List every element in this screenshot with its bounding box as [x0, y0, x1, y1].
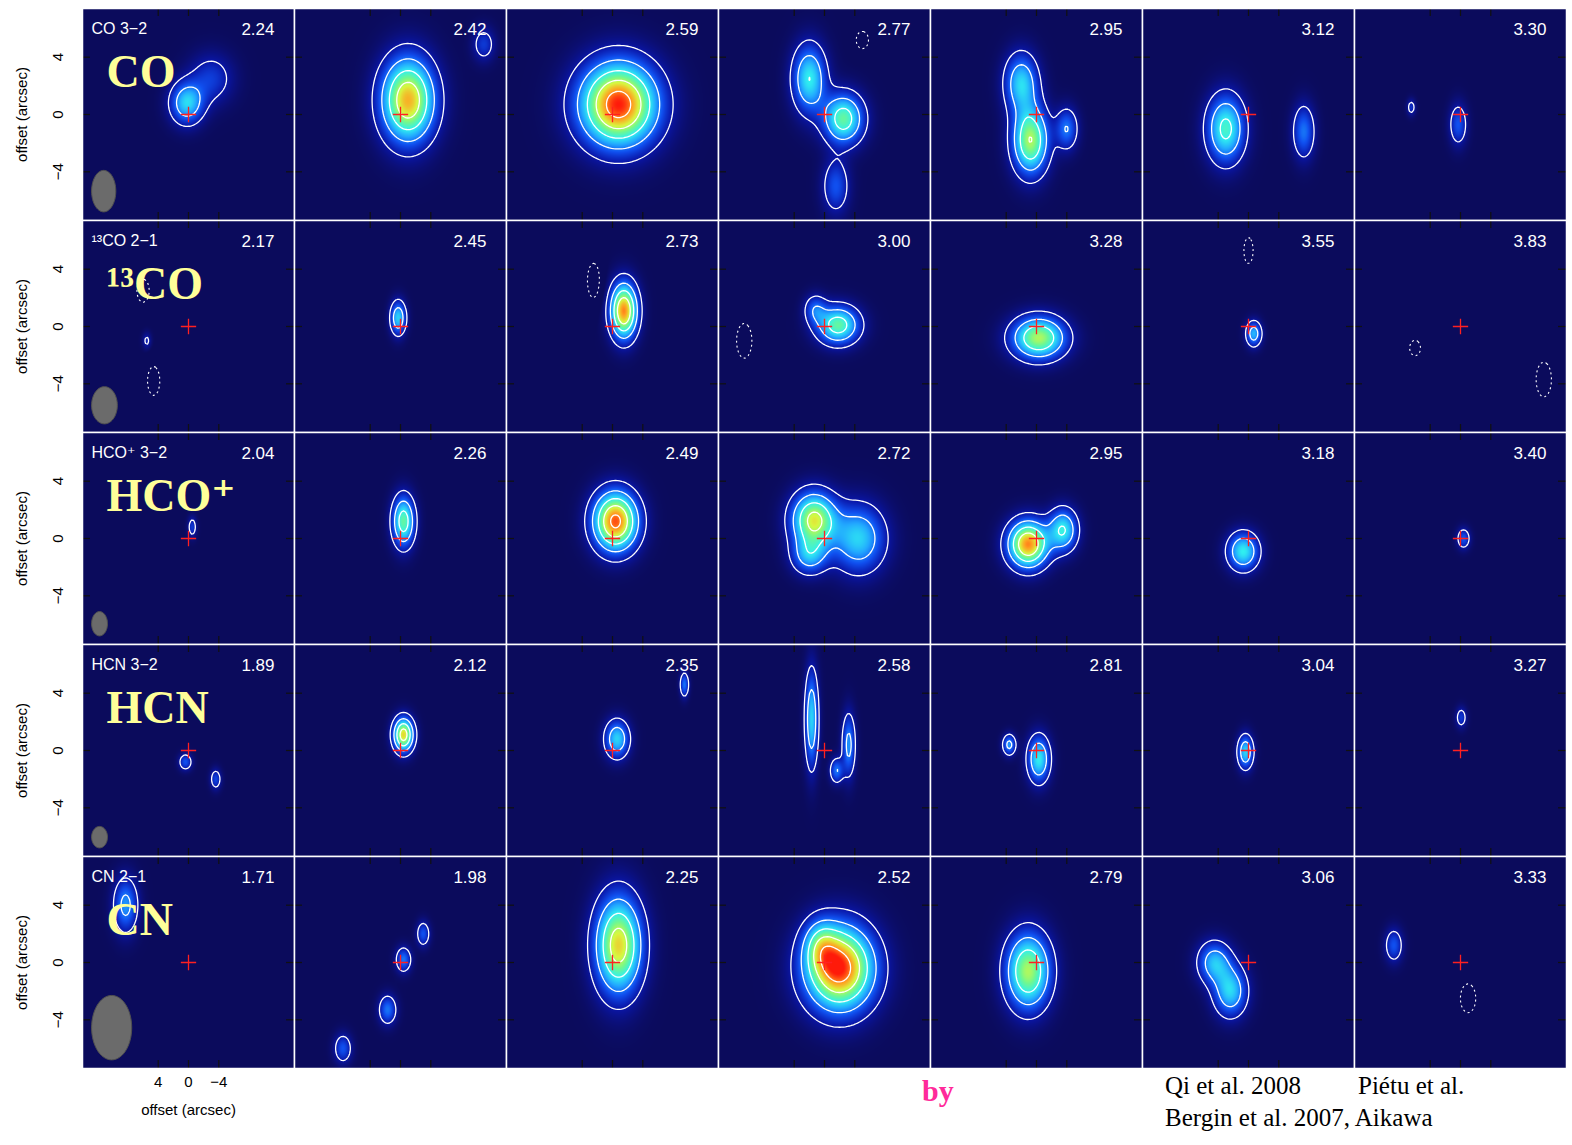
svg-text:2.35: 2.35	[665, 656, 698, 675]
svg-text:3.40: 3.40	[1513, 444, 1546, 463]
svg-text:2.49: 2.49	[665, 444, 698, 463]
svg-text:offset (arcsec): offset (arcsec)	[141, 1101, 236, 1118]
svg-text:3.30: 3.30	[1513, 20, 1546, 39]
svg-text:−4: −4	[49, 587, 66, 604]
svg-text:2.12: 2.12	[453, 656, 486, 675]
svg-text:2.59: 2.59	[665, 20, 698, 39]
svg-text:0: 0	[49, 958, 66, 966]
svg-text:4: 4	[49, 901, 66, 909]
svg-text:3.00: 3.00	[877, 232, 910, 251]
svg-text:¹³CO: ¹³CO	[107, 258, 204, 309]
svg-text:2.25: 2.25	[665, 868, 698, 887]
svg-text:3.55: 3.55	[1301, 232, 1334, 251]
svg-text:4: 4	[49, 477, 66, 485]
svg-text:3.18: 3.18	[1301, 444, 1334, 463]
svg-text:offset (arcsec): offset (arcsec)	[13, 279, 30, 374]
svg-text:CO: CO	[107, 46, 176, 97]
svg-text:2.17: 2.17	[241, 232, 274, 251]
svg-text:4: 4	[49, 689, 66, 697]
svg-text:HCN: HCN	[107, 682, 209, 733]
svg-text:2.73: 2.73	[665, 232, 698, 251]
html-text:by: by	[922, 1074, 954, 1107]
svg-text:−4: −4	[49, 163, 66, 180]
svg-text:offset (arcsec): offset (arcsec)	[13, 703, 30, 798]
svg-text:−4: −4	[49, 1011, 66, 1028]
svg-text:2.52: 2.52	[877, 868, 910, 887]
svg-text:0: 0	[49, 110, 66, 118]
svg-text:2.81: 2.81	[1089, 656, 1122, 675]
svg-text:−4: −4	[210, 1073, 227, 1090]
svg-text:¹³CO 2−1: ¹³CO 2−1	[92, 232, 158, 249]
svg-text:2.24: 2.24	[241, 20, 274, 39]
svg-text:−4: −4	[49, 799, 66, 816]
svg-text:CO 3−2: CO 3−2	[92, 20, 148, 37]
html-text:Piétu et al.: Piétu et al.	[1358, 1072, 1465, 1099]
svg-text:4: 4	[154, 1073, 162, 1090]
svg-text:−4: −4	[49, 375, 66, 392]
svg-text:CN: CN	[107, 894, 173, 945]
svg-text:4: 4	[49, 53, 66, 61]
svg-text:3.04: 3.04	[1301, 656, 1334, 675]
svg-text:2.26: 2.26	[453, 444, 486, 463]
svg-text:offset (arcsec): offset (arcsec)	[13, 915, 30, 1010]
svg-text:3.28: 3.28	[1089, 232, 1122, 251]
svg-text:HCO⁺ 3−2: HCO⁺ 3−2	[92, 444, 168, 461]
svg-text:3.33: 3.33	[1513, 868, 1546, 887]
svg-text:4: 4	[49, 265, 66, 273]
svg-text:2.95: 2.95	[1089, 444, 1122, 463]
svg-text:2.72: 2.72	[877, 444, 910, 463]
html-text:Bergin et al. 2007, Aikawa: Bergin et al. 2007, Aikawa	[1165, 1104, 1433, 1131]
svg-text:3.83: 3.83	[1513, 232, 1546, 251]
svg-text:CN 2−1: CN 2−1	[92, 868, 147, 885]
svg-text:0: 0	[49, 534, 66, 542]
svg-text:2.42: 2.42	[453, 20, 486, 39]
svg-text:2.58: 2.58	[877, 656, 910, 675]
svg-text:2.45: 2.45	[453, 232, 486, 251]
svg-text:offset (arcsec): offset (arcsec)	[13, 67, 30, 162]
svg-text:0: 0	[184, 1073, 192, 1090]
svg-text:1.71: 1.71	[241, 868, 274, 887]
svg-text:HCO⁺: HCO⁺	[107, 470, 236, 521]
svg-text:HCN 3−2: HCN 3−2	[92, 656, 158, 673]
svg-text:0: 0	[49, 322, 66, 330]
svg-text:2.77: 2.77	[877, 20, 910, 39]
svg-text:2.04: 2.04	[241, 444, 274, 463]
svg-text:0: 0	[49, 746, 66, 754]
svg-text:3.12: 3.12	[1301, 20, 1334, 39]
svg-text:3.27: 3.27	[1513, 656, 1546, 675]
svg-text:3.06: 3.06	[1301, 868, 1334, 887]
svg-text:2.79: 2.79	[1089, 868, 1122, 887]
svg-text:1.98: 1.98	[453, 868, 486, 887]
svg-text:1.89: 1.89	[241, 656, 274, 675]
html-text:Qi et al. 2008: Qi et al. 2008	[1165, 1072, 1302, 1099]
svg-text:2.95: 2.95	[1089, 20, 1122, 39]
svg-text:offset (arcsec): offset (arcsec)	[13, 491, 30, 586]
